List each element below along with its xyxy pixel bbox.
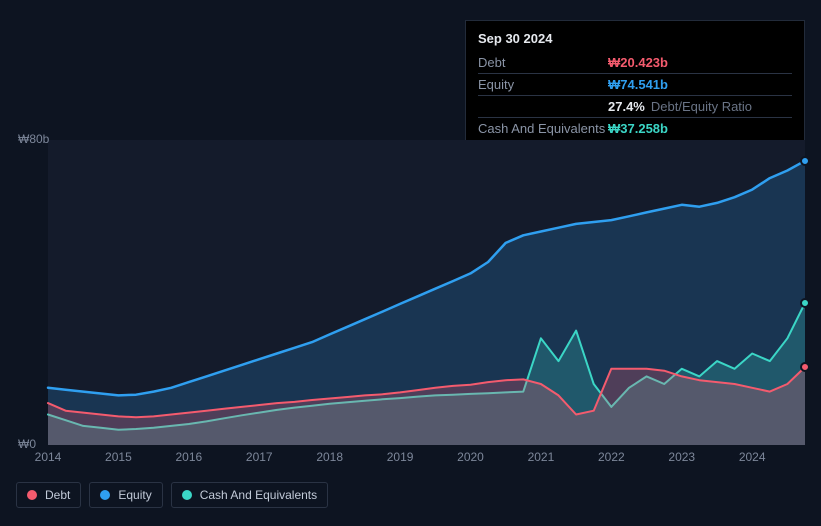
end-marker: [800, 362, 810, 372]
legend-item-cash[interactable]: Cash And Equivalents: [171, 482, 328, 508]
panel-key: [478, 99, 608, 114]
legend-swatch-equity: [100, 490, 110, 500]
panel-value: ₩37.258b: [608, 121, 668, 136]
legend-item-debt[interactable]: Debt: [16, 482, 81, 508]
y-axis-label: ₩80b: [18, 132, 49, 146]
x-axis-tick: 2019: [387, 450, 414, 464]
x-axis-tick: 2021: [528, 450, 555, 464]
x-axis-tick: 2020: [457, 450, 484, 464]
x-axis-tick: 2016: [175, 450, 202, 464]
x-axis-tick: 2014: [35, 450, 62, 464]
legend-label-equity: Equity: [118, 488, 151, 502]
x-axis: 2014201520162017201820192020202120222023…: [48, 450, 805, 470]
info-panel: Sep 30 2024 Debt₩20.423bEquity₩74.541b27…: [465, 20, 805, 148]
panel-row: 27.4%Debt/Equity Ratio: [478, 95, 792, 117]
panel-date: Sep 30 2024: [478, 29, 792, 52]
chart-area: ₩0₩80b 201420152016201720182019202020212…: [16, 140, 805, 445]
x-axis-tick: 2015: [105, 450, 132, 464]
panel-key: Equity: [478, 77, 608, 92]
legend-label-debt: Debt: [45, 488, 70, 502]
end-marker: [800, 298, 810, 308]
panel-value: 27.4%Debt/Equity Ratio: [608, 99, 752, 114]
x-axis-tick: 2018: [316, 450, 343, 464]
panel-row: Debt₩20.423b: [478, 52, 792, 73]
x-axis-tick: 2022: [598, 450, 625, 464]
legend-swatch-debt: [27, 490, 37, 500]
y-axis-label: ₩0: [18, 437, 36, 451]
panel-key: Debt: [478, 55, 608, 70]
panel-key: Cash And Equivalents: [478, 121, 608, 136]
panel-sub: Debt/Equity Ratio: [651, 99, 752, 114]
chart-svg: [48, 140, 805, 445]
panel-value: ₩20.423b: [608, 55, 668, 70]
panel-row: Equity₩74.541b: [478, 73, 792, 95]
x-axis-tick: 2024: [739, 450, 766, 464]
x-axis-tick: 2023: [668, 450, 695, 464]
end-marker: [800, 156, 810, 166]
legend-swatch-cash: [182, 490, 192, 500]
legend-item-equity[interactable]: Equity: [89, 482, 162, 508]
legend-label-cash: Cash And Equivalents: [200, 488, 317, 502]
panel-row: Cash And Equivalents₩37.258b: [478, 117, 792, 139]
panel-value: ₩74.541b: [608, 77, 668, 92]
x-axis-tick: 2017: [246, 450, 273, 464]
legend: Debt Equity Cash And Equivalents: [16, 482, 328, 508]
